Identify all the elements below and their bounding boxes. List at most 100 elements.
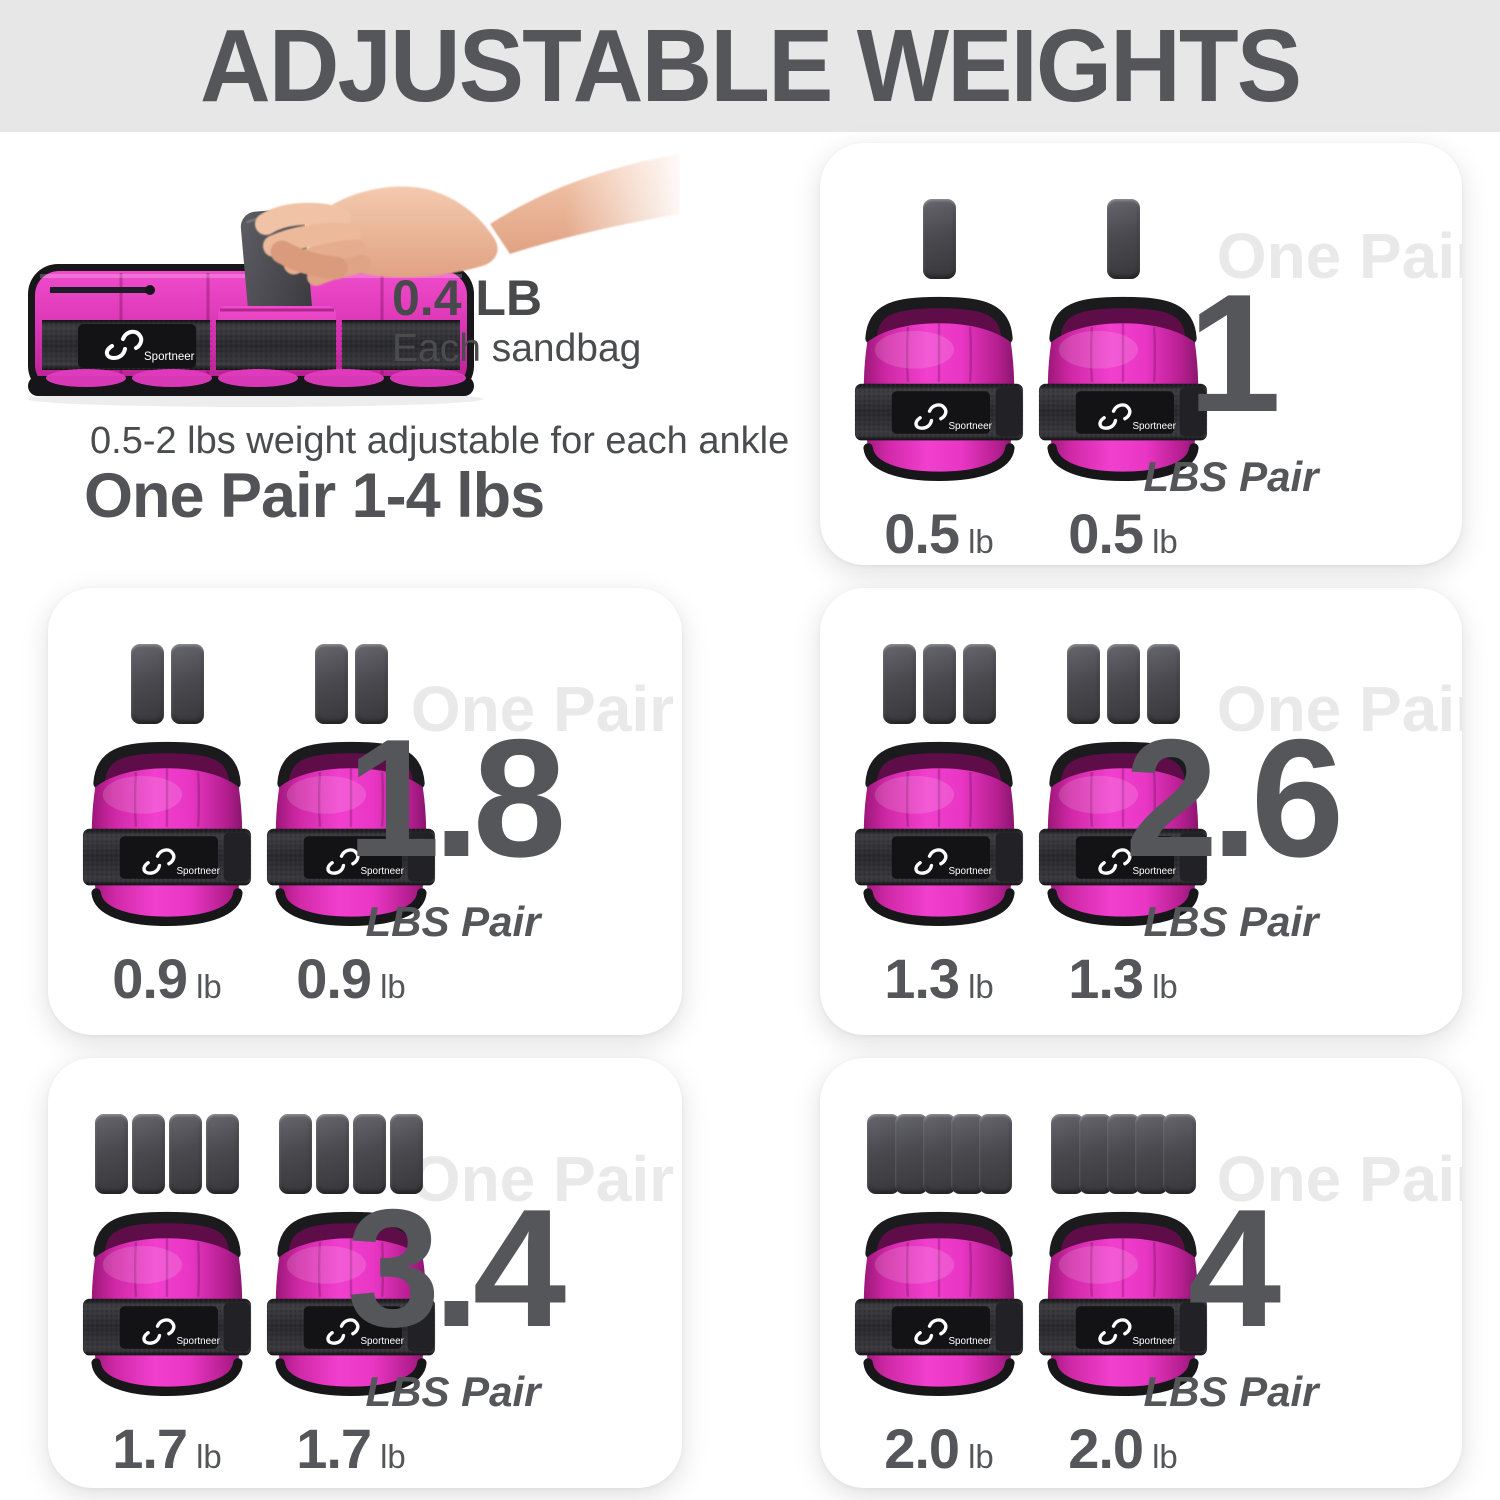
sandbag-group	[1066, 644, 1180, 730]
sandbag	[169, 1114, 202, 1194]
pair-total-unit: LBS Pair	[365, 1368, 541, 1415]
weight-value: 2.0	[1068, 1417, 1144, 1480]
sandbag	[1106, 644, 1140, 724]
weight-label: 0.5 lb	[1068, 501, 1178, 565]
sandbag	[1146, 644, 1180, 724]
sandbag-group	[314, 644, 388, 730]
pair-total: 2.6	[1124, 704, 1345, 892]
sandbag	[206, 1114, 239, 1194]
sandbag	[1162, 1114, 1196, 1194]
weight-label: 2.0 lb	[1068, 1416, 1178, 1481]
sandbag	[1134, 1114, 1168, 1194]
weight-unit: lb	[196, 1438, 222, 1475]
weight-label: 0.9 lb	[112, 946, 222, 1011]
weight-label: 2.0 lb	[884, 1416, 994, 1481]
weight-side-right: 1.3 lb	[1038, 644, 1208, 1011]
weight-side-left: 2.0 lb	[854, 1114, 1024, 1481]
sandbag-group	[95, 1114, 239, 1200]
pair-total-unit: LBS Pair	[1143, 453, 1319, 500]
weight-pair: 1.3 lb 1.3 lb	[854, 644, 1208, 1011]
weight-side-left: 1.7 lb	[82, 1114, 252, 1481]
pair-total: 3.4	[346, 1174, 567, 1362]
weight-side-left: 1.3 lb	[854, 644, 1024, 1011]
sandbag	[1106, 199, 1140, 279]
weight-label: 0.9 lb	[296, 946, 406, 1011]
pair-total-block: 1.8 LBS Pair	[328, 714, 578, 946]
ankle-weight	[82, 736, 252, 930]
weight-card-1.8lbs: One Pair 0.9 lb 0.9 lb 1.8 LBS Pair	[48, 588, 682, 1035]
weight-card-4lbs: One Pair 2.0 lb 2.0 lb 4 LBS Pair	[820, 1058, 1462, 1488]
weight-side-right: 1.7 lb	[266, 1114, 436, 1481]
weight-unit: lb	[1152, 968, 1178, 1005]
sandbag	[1050, 1114, 1084, 1194]
pair-total-unit: LBS Pair	[1143, 898, 1319, 945]
sportneer-logo: Sportneer	[105, 329, 195, 363]
watermark: One Pair	[410, 1143, 674, 1215]
weight-side-left: 0.9 lb	[82, 644, 252, 1011]
sandbag	[922, 644, 956, 724]
hand	[255, 154, 680, 286]
weight-unit: lb	[968, 968, 994, 1005]
sandbag	[1066, 644, 1100, 724]
sandbag-group	[1106, 199, 1140, 285]
sandbag	[279, 1114, 312, 1194]
sandbag-caption: Each sandbag	[392, 327, 642, 370]
ankle-weight	[82, 1206, 252, 1400]
weight-value: 1.7	[112, 1417, 188, 1480]
pair-total-block: 4 LBS Pair	[1106, 1184, 1356, 1416]
weight-unit: lb	[1152, 1438, 1178, 1475]
weight-card-2.6lbs: One Pair 1.3 lb 1.3 lb 2.6 LBS Pair	[820, 588, 1462, 1035]
weight-pair: 0.5 lb 0.5 lb	[854, 199, 1208, 565]
weight-value: 1.3	[884, 947, 960, 1010]
pair-range-title: One Pair 1-4 lbs	[84, 461, 545, 531]
weight-unit: lb	[1152, 523, 1178, 560]
weight-value: 2.0	[884, 1417, 960, 1480]
adjustable-note: 0.5-2 lbs weight adjustable for each ank…	[90, 420, 790, 462]
weight-pair: 0.9 lb 0.9 lb	[82, 644, 436, 1011]
swoosh-icon	[121, 329, 144, 350]
sandbag	[95, 1114, 128, 1194]
sandbag	[314, 644, 348, 724]
ankle-weight	[854, 1206, 1024, 1400]
sandbag-group	[882, 644, 996, 730]
weight-value: 0.9	[112, 947, 188, 1010]
brand-text: Sportneer	[144, 351, 195, 363]
watermark: One Pair	[1216, 220, 1462, 292]
weight-side-right: 0.5 lb	[1038, 199, 1208, 565]
sandbag-group	[130, 644, 204, 730]
pair-total-unit: LBS Pair	[365, 898, 541, 945]
pair-total-unit: LBS Pair	[1143, 1368, 1319, 1415]
sandbag	[882, 644, 916, 724]
sandbag	[894, 1114, 928, 1194]
weight-value: 1.3	[1068, 947, 1144, 1010]
weight-value: 1.7	[296, 1417, 372, 1480]
pair-total-block: 3.4 LBS Pair	[328, 1184, 578, 1416]
weight-label: 1.7 lb	[112, 1416, 222, 1481]
sandbag-group	[922, 199, 956, 285]
sandbag	[962, 644, 996, 724]
sandbag-weight-label: 0.4 LB	[392, 270, 543, 326]
weight-unit: lb	[968, 1438, 994, 1475]
weight-card-3.4lbs: One Pair 1.7 lb 1.7 lb 3.4 LBS Pair	[48, 1058, 682, 1488]
weight-side-left: 0.5 lb	[854, 199, 1024, 565]
weight-side-right: 2.0 lb	[1038, 1114, 1208, 1481]
sandbag	[390, 1114, 423, 1194]
sandbag	[1078, 1114, 1112, 1194]
watermark: One Pair	[1216, 1143, 1462, 1215]
ankle-weight	[854, 736, 1024, 930]
weight-value: 0.9	[296, 947, 372, 1010]
weight-pair: 1.7 lb 1.7 lb	[82, 1114, 436, 1481]
weight-card-1lbs: One Pair 0.5 lb 0.5 lb 1 LBS Pair	[820, 143, 1462, 565]
sandbag	[978, 1114, 1012, 1194]
sandbag	[354, 644, 388, 724]
ankle-weight	[854, 291, 1024, 485]
weight-unit: lb	[380, 968, 406, 1005]
intro-photo: Sportneer	[27, 154, 680, 407]
pair-total-block: 1 LBS Pair	[1106, 269, 1356, 501]
sandbag	[170, 644, 204, 724]
pair-total: 4	[1187, 1174, 1281, 1362]
weight-label: 0.5 lb	[884, 501, 994, 565]
sandbag	[353, 1114, 386, 1194]
sandbag-group	[279, 1114, 423, 1200]
